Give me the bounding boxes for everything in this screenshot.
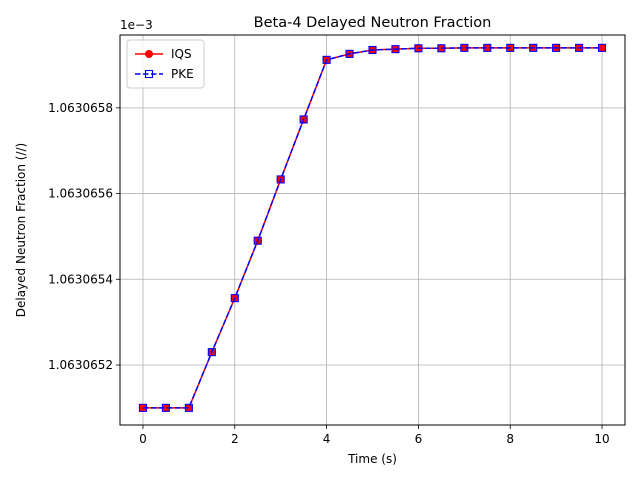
data-point [597,43,607,52]
legend-marker [144,69,154,79]
x-tick-label: 6 [415,432,423,446]
series-layer [138,43,607,412]
legend-item-iqs: IQS [135,47,192,61]
data-point [414,44,423,53]
data-point [207,348,216,357]
data-point [184,403,193,412]
y-tick-label: 1.0630652 [48,358,113,372]
data-point [483,43,492,52]
data-point [138,403,148,412]
data-point [552,43,561,52]
data-point [276,175,285,184]
data-point [161,403,170,412]
y-tick-label: 1.0630658 [48,101,113,115]
legend: IQS PKE [126,39,205,89]
data-point [483,43,492,52]
y-axis: 1.0630652 1.0630654 1.0630656 1.0630658 [48,101,120,372]
data-point [460,43,469,52]
data-point [299,115,308,124]
plot-frame [119,34,626,426]
data-point [345,49,354,58]
data-point [322,55,331,64]
data-point [253,236,262,245]
x-tick-label: 4 [323,432,331,446]
data-point [161,403,170,412]
grid [120,35,625,425]
data-point [184,403,193,412]
data-point [391,45,400,54]
y-tick-label: 1.0630654 [48,272,113,286]
data-point [506,43,515,52]
data-point [368,45,377,55]
x-axis: 0 2 4 6 8 10 [139,425,610,446]
legend-marker [145,50,153,58]
y-axis-label: Delayed Neutron Fraction (//) [14,143,28,318]
series-line [142,47,603,409]
x-tick-label: 10 [594,432,609,446]
x-axis-label: Time (s) [347,452,397,466]
data-point [230,294,239,303]
series-pke [138,43,607,412]
data-point [575,43,584,52]
data-point [460,43,469,52]
data-point [529,43,538,52]
data-point [437,44,446,53]
x-tick-label: 0 [139,432,147,446]
y-tick-label: 1.0630656 [48,187,113,201]
x-tick-label: 8 [506,432,514,446]
legend-label: PKE [171,67,194,81]
y-offset-text: 1e−3 [120,18,153,32]
chart-title: Beta-4 Delayed Neutron Fraction [254,15,492,31]
legend-label: IQS [171,47,192,61]
x-tick-label: 2 [231,432,239,446]
legend-item-pke: PKE [135,67,194,81]
